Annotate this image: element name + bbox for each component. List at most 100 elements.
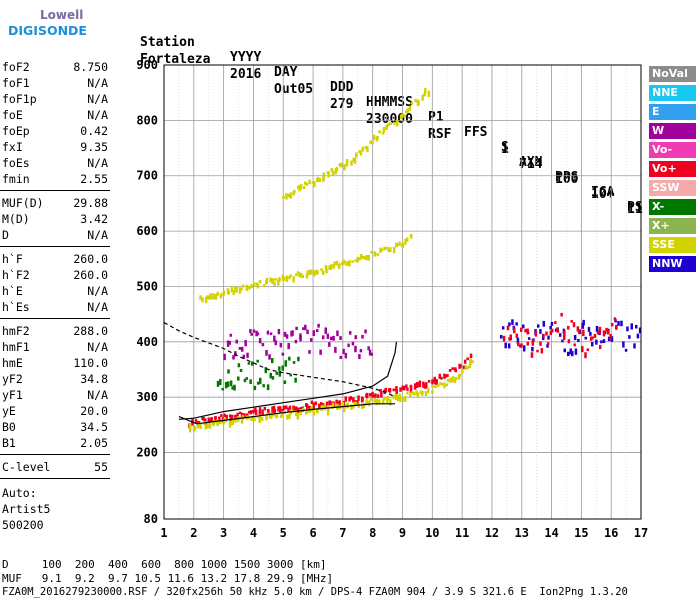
param-row: D N/A <box>2 228 108 244</box>
echo-mark <box>256 283 260 289</box>
echo-mark <box>365 401 369 406</box>
echo-mark <box>607 336 611 342</box>
param-row: fxI 9.35 <box>2 140 108 156</box>
echo-mark <box>252 329 256 333</box>
echo-mark <box>561 339 564 343</box>
echo-mark <box>399 387 402 392</box>
echo-mark <box>258 416 262 420</box>
echo-mark <box>300 406 303 410</box>
echo-mark <box>358 354 361 360</box>
hdr-ffs: FFS <box>464 125 488 140</box>
echo-mark <box>440 376 443 380</box>
echo-mark <box>285 193 288 200</box>
echo-mark <box>509 334 513 341</box>
param-row: M(D) 3.42 <box>2 212 108 228</box>
echo-mark <box>270 357 274 364</box>
echo-mark <box>406 387 409 391</box>
echo-mark <box>241 284 245 288</box>
echo-mark <box>387 248 391 253</box>
header-row1: Station YYYY DAY DDD HHMMSS P1 FFS S AXN… <box>140 20 700 215</box>
echo-mark <box>582 319 585 326</box>
param-value: 34.8 <box>80 372 108 386</box>
echo-mark <box>515 333 519 338</box>
echo-mark <box>383 246 386 251</box>
echo-mark <box>278 366 281 371</box>
echo-mark <box>398 393 402 400</box>
echo-mark <box>292 405 295 412</box>
echo-mark <box>269 332 273 336</box>
echo-mark <box>356 256 359 263</box>
echo-mark <box>234 417 237 423</box>
echo-mark <box>392 246 396 254</box>
echo-mark <box>622 341 625 348</box>
echo-mark <box>263 406 267 411</box>
echo-mark <box>349 396 353 400</box>
echo-mark <box>260 417 264 421</box>
echo-mark <box>558 333 562 337</box>
echo-mark <box>261 342 265 347</box>
echo-mark <box>364 145 368 150</box>
echo-mark <box>584 336 588 340</box>
echo-mark <box>282 276 286 281</box>
echo-mark <box>409 386 413 393</box>
y-tick-label: 200 <box>136 446 158 460</box>
echo-mark <box>188 426 192 433</box>
echo-mark <box>351 260 354 263</box>
echo-mark <box>318 177 321 183</box>
echo-mark <box>282 405 286 410</box>
echo-mark <box>406 108 410 113</box>
echo-mark <box>338 163 342 167</box>
echo-mark <box>378 400 381 404</box>
echo-mark <box>598 326 602 334</box>
x-tick-label: 8 <box>369 526 376 540</box>
param-name: yE <box>2 404 16 418</box>
echo-mark <box>412 391 415 396</box>
echo-mark <box>327 171 330 178</box>
echo-mark <box>207 295 211 300</box>
echo-mark <box>595 339 598 345</box>
echo-mark <box>570 320 573 323</box>
echo-mark <box>431 385 434 388</box>
echo-mark <box>427 90 431 97</box>
param-value: 288.0 <box>73 324 108 338</box>
echo-mark <box>540 348 544 354</box>
y-tick-label: 300 <box>136 390 158 404</box>
echo-mark <box>582 329 585 337</box>
echo-mark <box>261 409 264 416</box>
echo-mark <box>312 410 316 416</box>
param-value: N/A <box>87 92 108 106</box>
echo-mark <box>399 397 402 402</box>
echo-mark <box>332 335 335 341</box>
echo-mark <box>322 172 326 179</box>
echo-mark <box>369 397 373 401</box>
echo-mark <box>624 348 628 352</box>
echo-mark <box>370 352 373 356</box>
echo-mark <box>207 417 211 422</box>
echo-mark <box>278 406 282 413</box>
echo-mark <box>235 286 238 293</box>
echo-mark <box>329 336 333 341</box>
val-iga: 10+ <box>591 187 615 202</box>
echo-mark <box>445 383 449 387</box>
echo-mark <box>240 287 243 291</box>
logo-line2: DIGISONDE <box>8 23 87 38</box>
echo-mark <box>223 413 226 418</box>
echo-mark <box>199 295 202 300</box>
echo-mark <box>310 400 314 405</box>
echo-mark <box>330 168 334 172</box>
echo-mark <box>256 359 259 363</box>
param-name: D <box>2 228 9 242</box>
echo-mark <box>562 335 566 341</box>
echo-mark <box>577 329 581 334</box>
echo-mark <box>417 99 420 106</box>
param-name: C-level <box>2 460 51 474</box>
echo-mark <box>238 411 242 415</box>
echo-mark <box>335 399 338 404</box>
y-tick-label: 500 <box>136 279 158 293</box>
echo-mark <box>348 331 352 335</box>
param-row: yF1 N/A <box>2 388 108 404</box>
echo-mark <box>222 290 226 295</box>
echo-mark <box>508 322 511 327</box>
echo-mark <box>466 366 470 370</box>
